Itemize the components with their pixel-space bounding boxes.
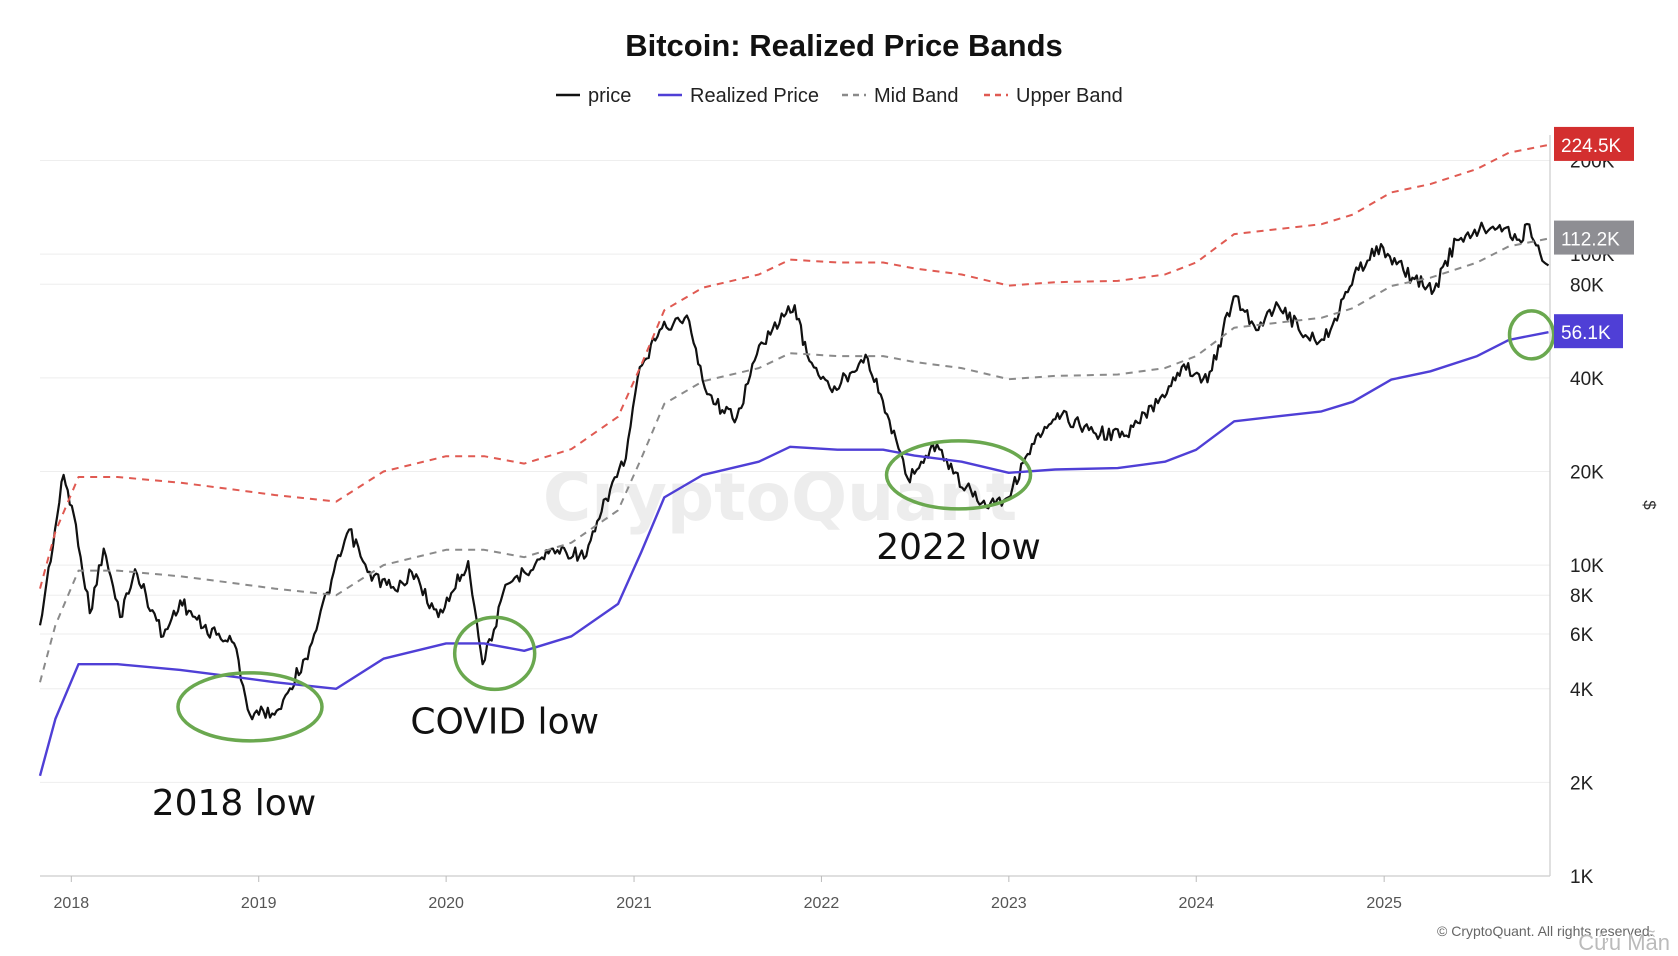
legend-label: Upper Band	[1016, 85, 1123, 107]
last-value-badge: 112.2K	[1554, 220, 1634, 255]
highlight-ellipse	[176, 671, 324, 743]
highlight-ellipse	[1507, 309, 1556, 361]
x-tick-label: 2018	[54, 895, 90, 912]
x-tick-label: 2020	[428, 895, 464, 912]
series-layer	[38, 143, 1550, 777]
legend-item[interactable]: price	[556, 85, 631, 107]
legend-item[interactable]: Mid Band	[842, 85, 959, 107]
badge-box	[1554, 314, 1623, 349]
badge-box	[1554, 126, 1634, 161]
legend-label: Realized Price	[690, 85, 819, 107]
y-tick-label: 10K	[1570, 556, 1604, 577]
badge-value: 224.5K	[1561, 136, 1622, 157]
last-value-badges: 224.5K 112.2K 56.1K	[1554, 126, 1634, 349]
x-tick-label: 2023	[991, 895, 1027, 912]
annotation-label: 2018 low	[152, 783, 317, 824]
y-tick-label: 4K	[1570, 680, 1594, 701]
y-tick-label: 6K	[1570, 625, 1594, 646]
annotation-label: 2022 low	[876, 527, 1041, 568]
badge-value: 56.1K	[1561, 323, 1611, 344]
legend-label: price	[588, 85, 631, 107]
y-unit-label: $	[1640, 500, 1659, 510]
annotation-label: COVID low	[410, 701, 599, 742]
highlight-ellipse	[452, 615, 537, 692]
y-tick-label: 20K	[1570, 462, 1604, 483]
y-tick-label: 2K	[1570, 773, 1594, 794]
badge-box	[1554, 220, 1634, 255]
y-tick-label: 80K	[1570, 275, 1604, 296]
x-tick-label: 2025	[1366, 895, 1402, 912]
y-tick-label: 1K	[1570, 867, 1594, 888]
last-value-badge: 224.5K	[1554, 126, 1634, 161]
annotations: 2018 low COVID low 2022 low	[152, 309, 1556, 824]
legend: price Realized Price Mid Band Upper Band	[556, 85, 1123, 107]
highlight-ellipse	[884, 439, 1033, 511]
legend-item[interactable]: Realized Price	[658, 85, 819, 107]
series-line-upper-band	[39, 143, 1549, 589]
watermark: CryptoQuant	[543, 459, 1017, 536]
chart-title: Bitcoin: Realized Price Bands	[625, 28, 1063, 63]
corner-watermark: Cứu Mẫn	[1578, 930, 1670, 955]
legend-item[interactable]: Upper Band	[984, 85, 1123, 107]
x-tick-label: 2022	[804, 895, 840, 912]
series-line-realized-price	[38, 331, 1549, 777]
x-tick-label: 2019	[241, 895, 277, 912]
y-tick-label: 8K	[1570, 586, 1594, 607]
legend-label: Mid Band	[874, 85, 959, 107]
copyright-footer: © CryptoQuant. All rights reserved.	[1437, 923, 1654, 939]
x-tick-label: 2024	[1178, 895, 1214, 912]
y-tick-label: 40K	[1570, 369, 1604, 390]
last-value-badge: 56.1K	[1554, 314, 1623, 349]
series-line-mid-band	[39, 237, 1549, 683]
x-tick-label: 2021	[616, 895, 652, 912]
badge-value: 112.2K	[1561, 230, 1620, 251]
